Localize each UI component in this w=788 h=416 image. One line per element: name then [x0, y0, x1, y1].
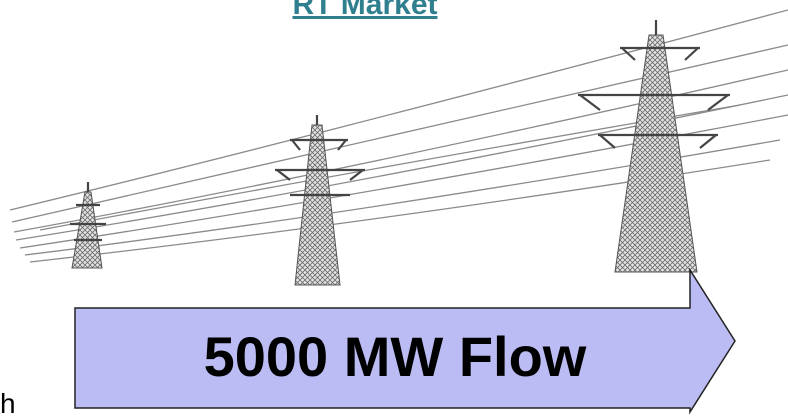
text-fragment: h: [0, 388, 16, 416]
tower-arms: [275, 138, 365, 197]
flow-arrow: [74, 267, 736, 415]
slide-title: RT Market: [292, 0, 437, 21]
tower-arms: [70, 203, 106, 242]
wire: [39, 104, 741, 231]
power-lines: [9, 9, 788, 263]
arrow-label: 5000 MW Flow: [204, 325, 587, 388]
tower-body: [71, 191, 103, 269]
tower-body: [614, 34, 698, 273]
tower-large: [578, 20, 730, 273]
tower-braces: [579, 20, 729, 149]
tower-medium: [275, 115, 365, 286]
tower-arms: [578, 46, 730, 137]
tower-braces: [276, 115, 364, 181]
tower-body: [294, 124, 341, 286]
tower-small: [70, 182, 106, 269]
